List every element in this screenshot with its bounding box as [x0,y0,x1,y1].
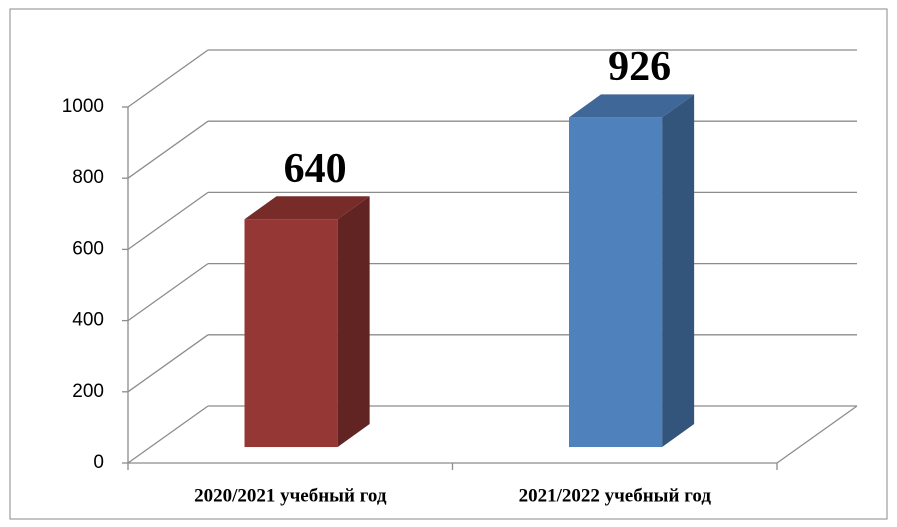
grid-line-side [127,120,209,179]
y-tick-label: 0 [93,452,104,473]
y-tick-label: 400 [72,310,104,331]
x-tick-label: 2020/2021 учебный год [194,485,387,506]
bar [569,94,695,448]
bar-front [244,219,338,448]
bar-side [662,94,695,448]
data-label: 640 [284,146,347,192]
bar-top [244,196,370,220]
grid-line-side [127,334,209,393]
floor-edge [776,405,858,464]
x-tick-label: 2021/2022 учебный год [519,485,712,506]
data-label: 926 [608,44,671,90]
y-tick-label: 800 [72,167,104,188]
grid-line-side [127,191,209,250]
bar-front [569,117,663,448]
y-tick-label: 200 [72,381,104,402]
grid-line-side [127,405,209,464]
bar-side [337,196,370,448]
y-tick-label: 600 [72,238,104,259]
grid-line-side [127,263,209,322]
grid-line-side [127,49,209,108]
bar-top [569,94,695,118]
y-tick-label: 1000 [62,96,104,117]
bar [244,196,370,448]
